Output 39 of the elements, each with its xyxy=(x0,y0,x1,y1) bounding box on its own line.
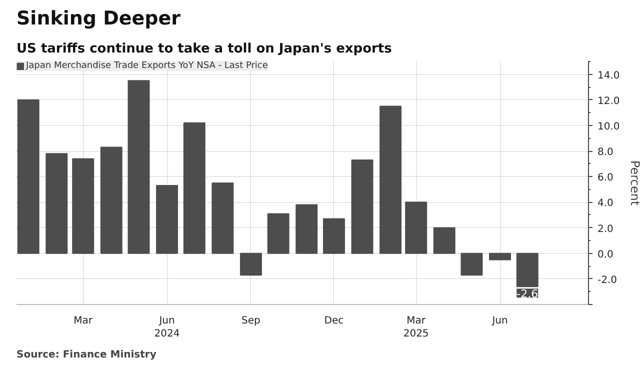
y-axis-title: Percent xyxy=(628,160,642,206)
legend-label: Japan Merchandise Trade Exports YoY NSA - Last Price xyxy=(26,61,268,71)
y-tick-label: 4.0 xyxy=(598,198,614,210)
bar xyxy=(100,146,122,254)
bar xyxy=(296,204,318,254)
x-tick-label: Mar xyxy=(74,316,94,326)
bar xyxy=(240,252,262,276)
bar xyxy=(460,252,483,276)
bar xyxy=(212,182,234,254)
bar xyxy=(17,99,40,254)
x-tick-label: Mar 2025 xyxy=(403,316,429,340)
y-tick-label: -2.0 xyxy=(598,274,618,286)
x-tick-label: Sep xyxy=(242,316,260,326)
y-tick-label: 8.0 xyxy=(598,147,614,158)
bar xyxy=(128,80,150,254)
bar xyxy=(156,185,178,254)
bar xyxy=(489,252,511,260)
chart-subtitle: US tariffs continue to take a toll on Japan's exports xyxy=(16,42,392,56)
y-tick-label: 14.0 xyxy=(598,70,620,82)
x-tick-label: Jun xyxy=(491,316,508,326)
bar xyxy=(351,159,374,254)
bar xyxy=(46,153,68,254)
bar xyxy=(322,218,345,254)
bar xyxy=(72,158,94,254)
chart-title: Sinking Deeper xyxy=(16,8,182,30)
x-tick-label: Dec xyxy=(324,316,344,326)
bar xyxy=(405,202,428,254)
y-tick-label: 2.0 xyxy=(598,224,614,235)
bar xyxy=(267,213,290,254)
y-tick-label: 0.0 xyxy=(598,249,614,260)
y-tick-label: 6.0 xyxy=(598,172,614,184)
bar xyxy=(433,227,456,254)
y-tick-label: 10.0 xyxy=(598,121,620,132)
y-tick-label: 12.0 xyxy=(598,96,620,107)
bar xyxy=(183,122,206,254)
bar xyxy=(380,106,402,254)
data-label: -2.6 xyxy=(516,288,538,301)
x-tick-label: Jun 2024 xyxy=(154,316,180,340)
source-note: Source: Finance Ministry xyxy=(16,350,157,360)
